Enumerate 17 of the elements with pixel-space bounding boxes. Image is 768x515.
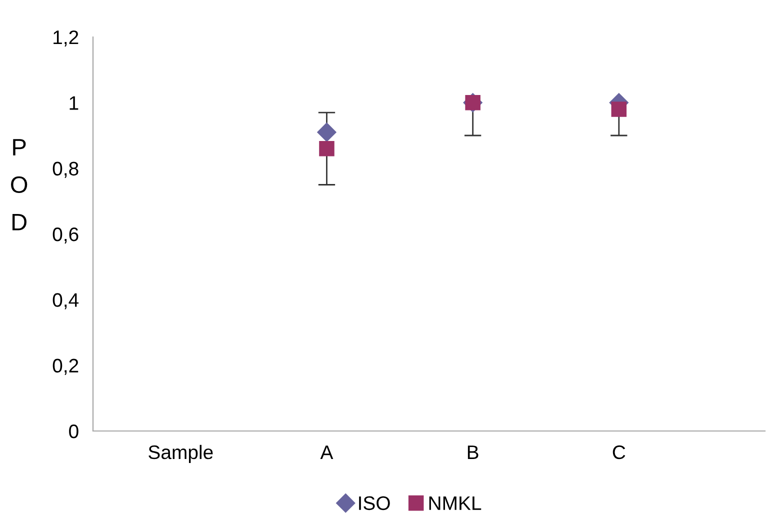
y-tick-label: 0,6 <box>52 227 78 244</box>
point <box>317 122 336 142</box>
x-tick-label: Sample <box>148 444 213 464</box>
x-tick-label: B <box>468 446 478 459</box>
legend-label: ISO <box>359 496 390 510</box>
y-axis-title: P O D <box>11 139 28 230</box>
y-tick-label: 1,2 <box>54 30 78 47</box>
point <box>611 102 627 117</box>
y-tick-label: 0,4 <box>52 293 79 310</box>
legend-label: NMKL <box>429 496 482 510</box>
point <box>319 140 334 156</box>
x-tick-label: A <box>320 446 334 459</box>
y-tick-label: 1 <box>70 96 78 110</box>
y-tick-label: 0,2 <box>52 358 78 375</box>
y-tick-label: 0 <box>69 424 78 438</box>
x-tick-label: C <box>612 445 626 460</box>
y-tick-label: 0,8 <box>52 162 78 178</box>
